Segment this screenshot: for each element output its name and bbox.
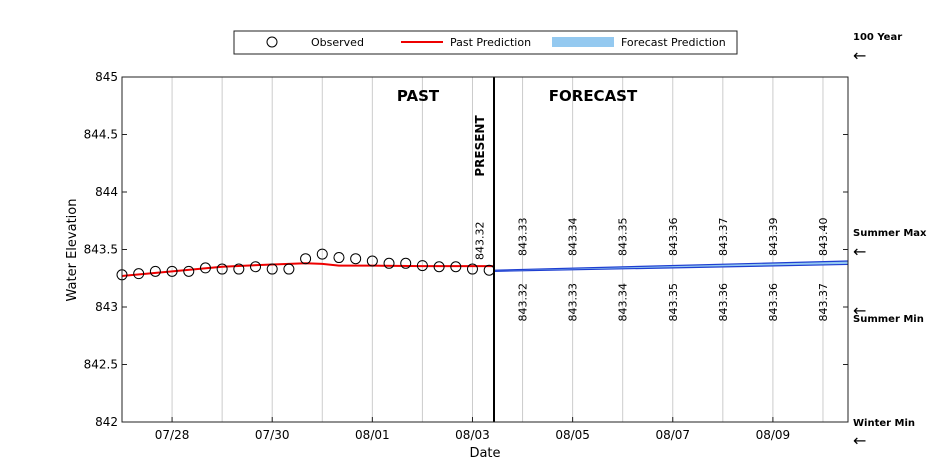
x-tick-label: 07/30 bbox=[255, 428, 290, 442]
observed-point bbox=[366, 255, 378, 267]
ref-summer-min-label: Summer Min bbox=[853, 314, 924, 325]
forecast-upper-label: 843.39 bbox=[767, 218, 780, 257]
observed-point bbox=[266, 263, 278, 275]
forecast-lower-line bbox=[493, 263, 849, 272]
forecast-lower-label: 843.37 bbox=[817, 283, 830, 322]
x-tick-label: 08/07 bbox=[655, 428, 690, 442]
x-tick-label: 08/09 bbox=[756, 428, 791, 442]
legend-forecast-marker bbox=[552, 37, 614, 47]
observed-point bbox=[333, 252, 345, 264]
legend-forecast-label: Forecast Prediction bbox=[621, 36, 726, 49]
past-annotation: PAST bbox=[397, 87, 440, 105]
observed-points bbox=[116, 248, 495, 281]
ref-100-year-arrow-icon: ← bbox=[853, 46, 866, 65]
x-tick-label: 07/28 bbox=[155, 428, 190, 442]
legend-past-label: Past Prediction bbox=[450, 36, 531, 49]
ref-winter-min-label: Winter Min bbox=[853, 418, 915, 429]
forecast-upper-label: 843.35 bbox=[617, 218, 630, 257]
legend-observed-marker bbox=[266, 36, 278, 48]
observed-point bbox=[416, 260, 428, 272]
x-tick-label: 08/03 bbox=[455, 428, 490, 442]
x-axis-label: Date bbox=[469, 446, 500, 461]
observed-point bbox=[383, 257, 395, 269]
legend-observed-label: Observed bbox=[311, 36, 364, 49]
past-prediction-line bbox=[121, 262, 494, 277]
x-tick-label: 08/05 bbox=[555, 428, 590, 442]
observed-point bbox=[166, 265, 178, 277]
y-tick-label: 844.5 bbox=[84, 128, 118, 142]
forecast-upper-label: 843.34 bbox=[567, 218, 580, 257]
y-tick-label: 845 bbox=[95, 70, 118, 84]
ref-summer-min-arrow-icon: ← bbox=[853, 301, 866, 320]
forecast-lower-label: 843.36 bbox=[767, 283, 780, 322]
observed-point bbox=[250, 261, 262, 273]
observed-point bbox=[233, 263, 245, 275]
plot-area bbox=[122, 77, 848, 422]
y-tick-label: 844 bbox=[95, 185, 118, 199]
x-tick-label: 08/01 bbox=[355, 428, 390, 442]
observed-point bbox=[133, 268, 145, 280]
forecast-upper-label: 843.40 bbox=[817, 218, 830, 257]
y-tick-label: 842 bbox=[95, 415, 118, 429]
forecast-annotation: FORECAST bbox=[549, 87, 638, 105]
observed-point bbox=[183, 265, 195, 277]
legend-box bbox=[233, 30, 738, 55]
forecast-lower-label: 843.33 bbox=[567, 283, 580, 322]
forecast-band bbox=[493, 260, 849, 272]
forecast-upper-line bbox=[493, 260, 849, 271]
legend: Observed Past Prediction Forecast Predic… bbox=[233, 30, 738, 55]
past-prediction-path bbox=[121, 262, 494, 277]
observed-point bbox=[300, 253, 312, 265]
forecast-lower-label: 843.34 bbox=[617, 283, 630, 322]
observed-point bbox=[400, 257, 412, 269]
forecast-lower-label: 843.36 bbox=[717, 283, 730, 322]
forecast-lower-label: 843.35 bbox=[667, 283, 680, 322]
observed-point bbox=[216, 263, 228, 275]
observed-point bbox=[466, 263, 478, 275]
y-tick-label: 843.5 bbox=[84, 243, 118, 257]
observed-point bbox=[450, 261, 462, 273]
axes: 842 842.5 843 843.5 844 844.5 845 07/28 07/30 08/… bbox=[84, 70, 848, 442]
forecast-value-labels: 843.33 843.32 843.34 843.33 843.35 843.34 843.… bbox=[473, 218, 830, 322]
y-tick-label: 842.5 bbox=[84, 358, 118, 372]
ref-summer-max-label: Summer Max bbox=[853, 228, 927, 239]
reference-levels: 100 Year ← Summer Max ← ← Summer Min Win… bbox=[853, 32, 927, 450]
ref-summer-max-arrow-icon: ← bbox=[853, 242, 866, 261]
ref-winter-min-arrow-icon: ← bbox=[853, 431, 866, 450]
forecast-upper-label: 843.36 bbox=[667, 218, 680, 257]
y-tick-label: 843 bbox=[95, 300, 118, 314]
observed-point bbox=[149, 265, 161, 277]
vertical-grid bbox=[171, 77, 824, 422]
observed-point bbox=[350, 253, 362, 265]
observed-point bbox=[316, 248, 328, 260]
observed-point bbox=[283, 263, 295, 275]
observed-point bbox=[433, 261, 445, 273]
observed-point bbox=[199, 262, 211, 274]
forecast-lower-label: 843.32 bbox=[517, 283, 530, 322]
forecast-upper-label: 843.33 bbox=[517, 218, 530, 257]
present-annotation: PRESENT bbox=[473, 115, 487, 177]
present-value-label: 843.32 bbox=[473, 222, 486, 261]
ref-100-year-label: 100 Year bbox=[853, 32, 902, 43]
y-axis-label: Water Elevation bbox=[65, 199, 80, 302]
forecast-upper-label: 843.37 bbox=[717, 218, 730, 257]
